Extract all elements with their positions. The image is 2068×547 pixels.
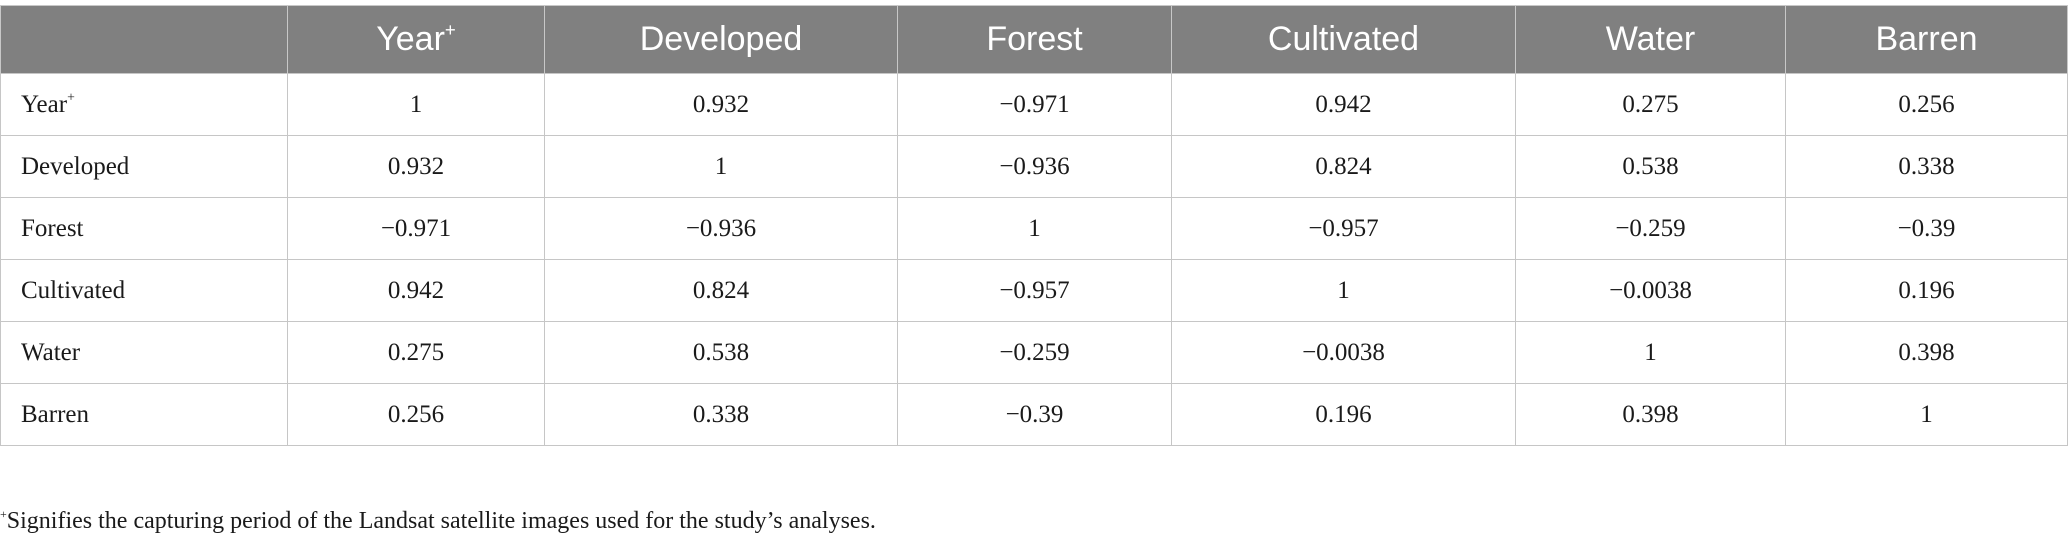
- table-cell: 0.338: [544, 383, 898, 446]
- column-header-year: Year+: [287, 5, 545, 74]
- header-row: Year+ Developed Forest Cultivated Water …: [0, 5, 2068, 74]
- table-cell: 1: [1785, 383, 2068, 446]
- correlation-table-container: Year+ Developed Forest Cultivated Water …: [0, 5, 2068, 446]
- table-cell: −0.0038: [1171, 321, 1516, 384]
- row-header-label: Year: [21, 90, 68, 118]
- column-header-cultivated: Cultivated: [1171, 5, 1516, 74]
- table-cell: −0.0038: [1515, 259, 1786, 322]
- table-body: Year+ 1 0.932 −0.971 0.942 0.275 0.256 D…: [0, 73, 2068, 446]
- table-cell: 0.398: [1515, 383, 1786, 446]
- table-row: Water 0.275 0.538 −0.259 −0.0038 1 0.398: [0, 321, 2068, 384]
- table-cell: 0.932: [287, 135, 545, 198]
- table-row: Cultivated 0.942 0.824 −0.957 1 −0.0038 …: [0, 259, 2068, 322]
- table-cell: 0.338: [1785, 135, 2068, 198]
- table-cell: −0.39: [1785, 197, 2068, 260]
- table-cell: 0.275: [287, 321, 545, 384]
- table-cell: 0.196: [1785, 259, 2068, 322]
- row-header-developed: Developed: [0, 135, 288, 198]
- table-row: Forest −0.971 −0.936 1 −0.957 −0.259 −0.…: [0, 197, 2068, 260]
- table-cell: −0.971: [897, 73, 1172, 136]
- column-header-label: Cultivated: [1267, 20, 1420, 58]
- table-cell: −0.971: [287, 197, 545, 260]
- table-cell: 1: [1171, 259, 1516, 322]
- footnote-text: Signifies the capturing period of the La…: [6, 508, 876, 534]
- table-cell: −0.957: [1171, 197, 1516, 260]
- table-cell: 0.256: [287, 383, 545, 446]
- table-cell: 0.398: [1785, 321, 2068, 384]
- row-header-barren: Barren: [0, 383, 288, 446]
- table-row: Barren 0.256 0.338 −0.39 0.196 0.398 1: [0, 383, 2068, 446]
- table-cell: 0.824: [1171, 135, 1516, 198]
- table-footnote: +Signifies the capturing period of the L…: [0, 508, 876, 535]
- correlation-table: Year+ Developed Forest Cultivated Water …: [0, 5, 2068, 446]
- column-header-label: Forest: [986, 20, 1083, 58]
- table-row: Year+ 1 0.932 −0.971 0.942 0.275 0.256: [0, 73, 2068, 136]
- header-corner-cell: [0, 5, 288, 74]
- row-header-year: Year+: [0, 73, 288, 136]
- row-header-forest: Forest: [0, 197, 288, 260]
- table-row: Developed 0.932 1 −0.936 0.824 0.538 0.3…: [0, 135, 2068, 198]
- table-cell: −0.39: [897, 383, 1172, 446]
- row-header-cultivated: Cultivated: [0, 259, 288, 322]
- table-cell: 1: [544, 135, 898, 198]
- table-cell: 1: [287, 73, 545, 136]
- column-header-forest: Forest: [897, 5, 1172, 74]
- table-cell: 0.942: [287, 259, 545, 322]
- table-cell: 0.275: [1515, 73, 1786, 136]
- table-cell: 1: [897, 197, 1172, 260]
- table-cell: −0.259: [897, 321, 1172, 384]
- table-cell: −0.259: [1515, 197, 1786, 260]
- table-cell: 0.824: [544, 259, 898, 322]
- column-header-label: Year: [376, 20, 445, 58]
- table-cell: −0.957: [897, 259, 1172, 322]
- table-cell: 0.942: [1171, 73, 1516, 136]
- footnote-marker: +: [0, 507, 7, 521]
- table-cell: 0.538: [1515, 135, 1786, 198]
- table-cell: 0.196: [1171, 383, 1516, 446]
- superscript-marker: +: [444, 18, 456, 40]
- column-header-developed: Developed: [544, 5, 898, 74]
- column-header-label: Water: [1605, 20, 1696, 58]
- table-cell: 0.932: [544, 73, 898, 136]
- row-header-water: Water: [0, 321, 288, 384]
- table-cell: 1: [1515, 321, 1786, 384]
- table-cell: 0.538: [544, 321, 898, 384]
- column-header-barren: Barren: [1785, 5, 2068, 74]
- table-cell: −0.936: [544, 197, 898, 260]
- column-header-water: Water: [1515, 5, 1786, 74]
- column-header-label: Developed: [639, 20, 803, 58]
- table-cell: 0.256: [1785, 73, 2068, 136]
- table-header: Year+ Developed Forest Cultivated Water …: [0, 5, 2068, 74]
- superscript-marker: +: [67, 89, 75, 105]
- table-cell: −0.936: [897, 135, 1172, 198]
- column-header-label: Barren: [1875, 20, 1978, 58]
